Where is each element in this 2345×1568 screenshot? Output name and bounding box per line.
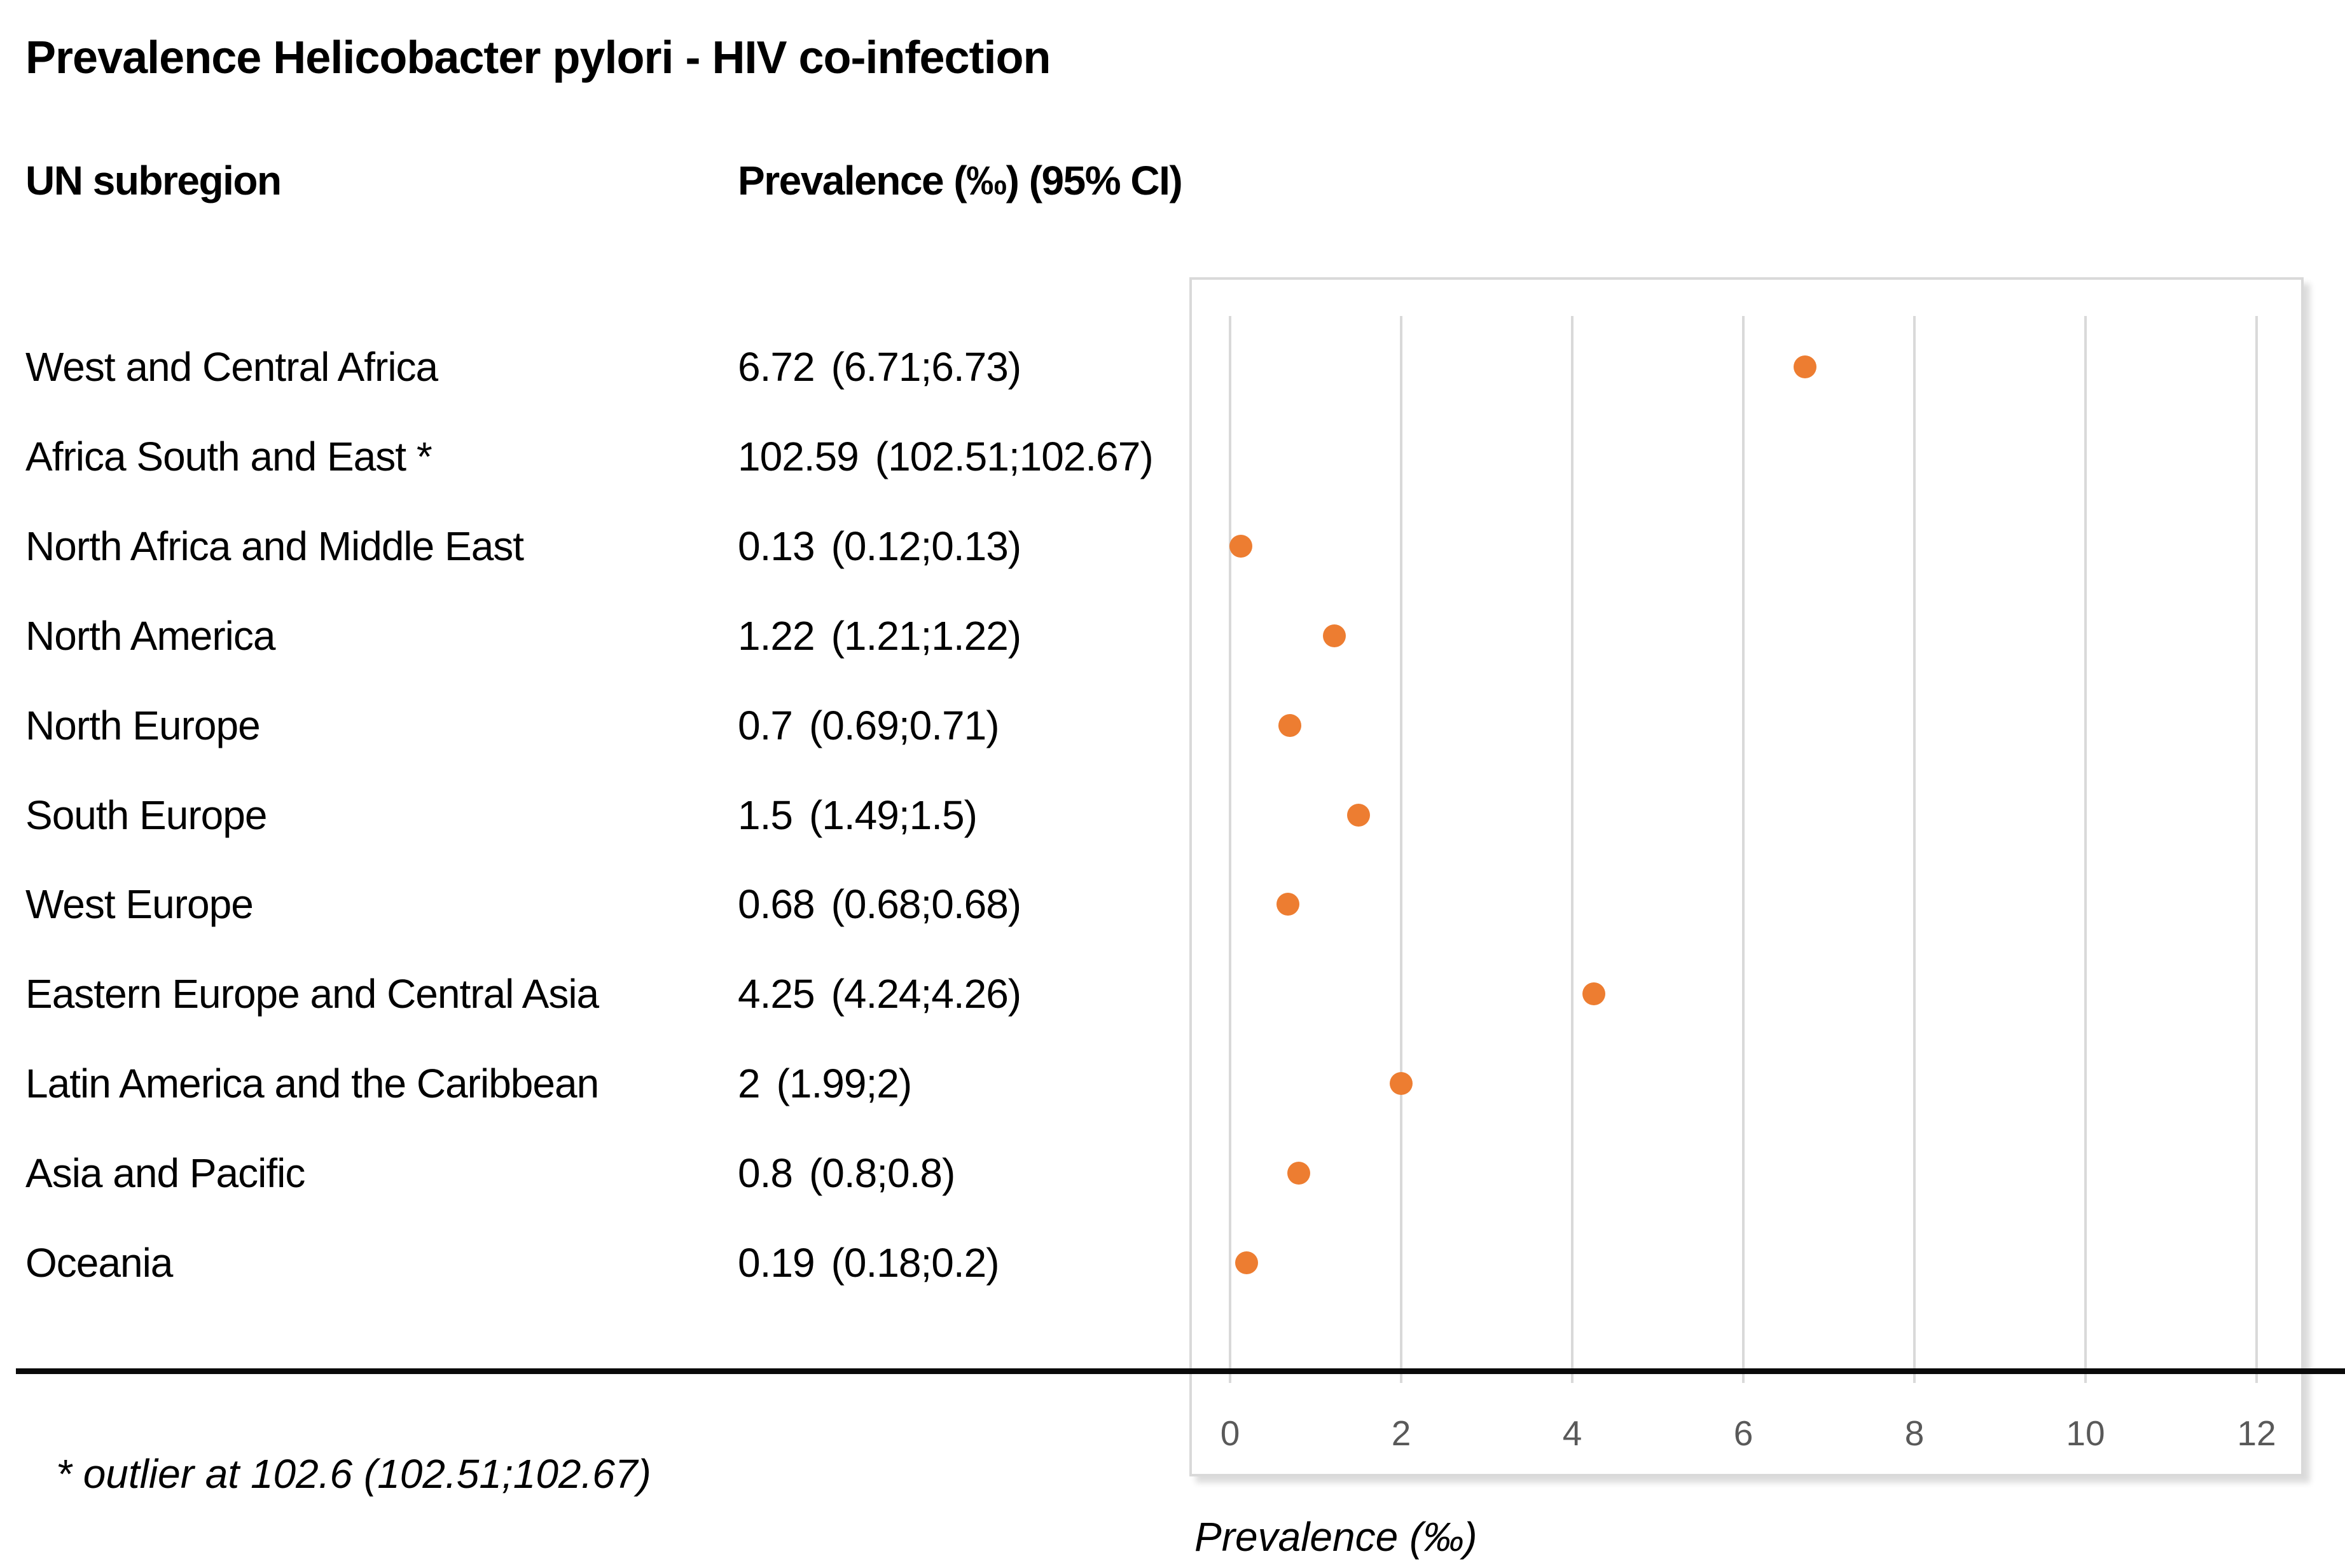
gridline-10 (2084, 316, 2087, 1383)
table-row-north-africa-middle-east: North Africa and Middle East 0.13 (0.12;0… (0, 521, 1189, 572)
scatter-dot (1793, 355, 1816, 378)
table-header-prevalence-ci: Prevalence (‰) (95% CI) (738, 158, 1183, 203)
region-label: Africa South and East * (25, 433, 432, 479)
scatter-dot (1323, 624, 1346, 647)
confidence-interval: (102.51;102.67) (875, 433, 1154, 479)
figure-title: Prevalence Helicobacter pylori - HIV co-… (25, 32, 1051, 83)
tick-label: 8 (1904, 1413, 1925, 1453)
prevalence-value: 0.68 (0.68;0.68) (738, 881, 1021, 928)
prevalence-value: 2 (1.99;2) (738, 1061, 913, 1107)
table-row-north-europe: North Europe 0.7 (0.69;0.71) (0, 700, 1189, 751)
table-header-un-subregion: UN subregion (25, 158, 282, 203)
x-axis-ticks: 0 2 4 6 8 10 12 (1221, 1413, 2276, 1454)
tick-label: 6 (1733, 1413, 1754, 1453)
table-row-west-europe: West Europe 0.68 (0.68;0.68) (0, 879, 1189, 930)
confidence-interval: (1.21;1.22) (831, 612, 1022, 659)
table-row-eastern-europe-central-asia: Eastern Europe and Central Asia 4.25 (4.2… (0, 968, 1189, 1019)
region-label: Eastern Europe and Central Asia (25, 971, 599, 1017)
prevalence-value: 0.13 (0.12;0.13) (738, 523, 1022, 569)
table-row-asia-pacific: Asia and Pacific 0.8 (0.8;0.8) (0, 1148, 1189, 1199)
tick-label: 0 (1220, 1413, 1240, 1453)
prevalence-value: 6.72 (6.71;6.73) (738, 344, 1022, 390)
region-label: Asia and Pacific (25, 1150, 305, 1197)
prevalence-value: 0.19 (0.18;0.2) (738, 1240, 1000, 1286)
scatter-dot (1389, 1072, 1413, 1096)
scatter-dot (1235, 1251, 1258, 1274)
plot-area (1229, 316, 2258, 1383)
x-axis-line (16, 1368, 2345, 1374)
scatter-dot (1278, 713, 1302, 737)
confidence-interval: (1.99;2) (776, 1061, 913, 1107)
chart-area (1189, 277, 2304, 1476)
region-label: North America (25, 612, 275, 659)
scatter-dot (1582, 982, 1605, 1006)
confidence-interval: (0.12;0.13) (831, 523, 1022, 569)
prevalence-value: 102.59 (102.51;102.67) (738, 433, 1154, 479)
region-label: West Europe (25, 881, 254, 928)
gridline-0 (1229, 316, 1231, 1383)
prevalence-value: 0.8 (0.8;0.8) (738, 1150, 955, 1197)
scatter-dot (1346, 803, 1370, 827)
confidence-interval: (1.49;1.5) (808, 792, 978, 838)
region-label: North Africa and Middle East (25, 523, 524, 569)
tick-label: 10 (2066, 1413, 2105, 1453)
confidence-interval: (0.18;0.2) (831, 1240, 1000, 1286)
tick-label: 12 (2237, 1413, 2276, 1453)
gridline-8 (1913, 316, 1916, 1383)
confidence-interval: (4.24;4.26) (831, 971, 1022, 1017)
prevalence-value: 4.25 (4.24;4.26) (738, 971, 1022, 1017)
table-row-north-america: North America 1.22 (1.21;1.22) (0, 610, 1189, 661)
region-label: West and Central Africa (25, 344, 438, 390)
confidence-interval: (6.71;6.73) (831, 344, 1022, 390)
confidence-interval: (0.69;0.71) (808, 702, 1000, 748)
tick-label: 2 (1391, 1413, 1411, 1453)
region-label: Oceania (25, 1240, 173, 1286)
region-label: North Europe (25, 702, 261, 748)
table-row-oceania: Oceania 0.19 (0.18;0.2) (0, 1237, 1189, 1288)
confidence-interval: (0.68;0.68) (831, 881, 1022, 928)
gridline-6 (1742, 316, 1745, 1383)
table-row-africa-south-east: Africa South and East * 102.59 (102.51;10… (0, 431, 1189, 482)
gridline-12 (2255, 316, 2258, 1383)
outlier-footnote: * outlier at 102.6 (102.51;102.67) (56, 1451, 651, 1497)
confidence-interval: (0.8;0.8) (808, 1150, 955, 1197)
region-label: South Europe (25, 792, 267, 838)
gridline-2 (1400, 316, 1402, 1383)
prevalence-value: 0.7 (0.69;0.71) (738, 702, 1000, 748)
table-row-west-central-africa: West and Central Africa 6.72 (6.71;6.73) (0, 341, 1189, 392)
scatter-dot (1287, 1162, 1310, 1185)
prevalence-value: 1.5 (1.49;1.5) (738, 792, 978, 838)
region-label: Latin America and the Caribbean (25, 1061, 599, 1107)
table-row-latin-america-caribbean: Latin America and the Caribbean 2 (1.99;2… (0, 1058, 1189, 1109)
tick-label: 4 (1562, 1413, 1582, 1453)
scatter-dot (1229, 534, 1253, 558)
gridline-4 (1570, 316, 1574, 1383)
scatter-dot (1276, 893, 1300, 916)
table-row-south-europe: South Europe 1.5 (1.49;1.5) (0, 790, 1189, 841)
prevalence-value: 1.22 (1.21;1.22) (738, 612, 1021, 659)
x-axis-title: Prevalence (‰) (1194, 1514, 1477, 1560)
